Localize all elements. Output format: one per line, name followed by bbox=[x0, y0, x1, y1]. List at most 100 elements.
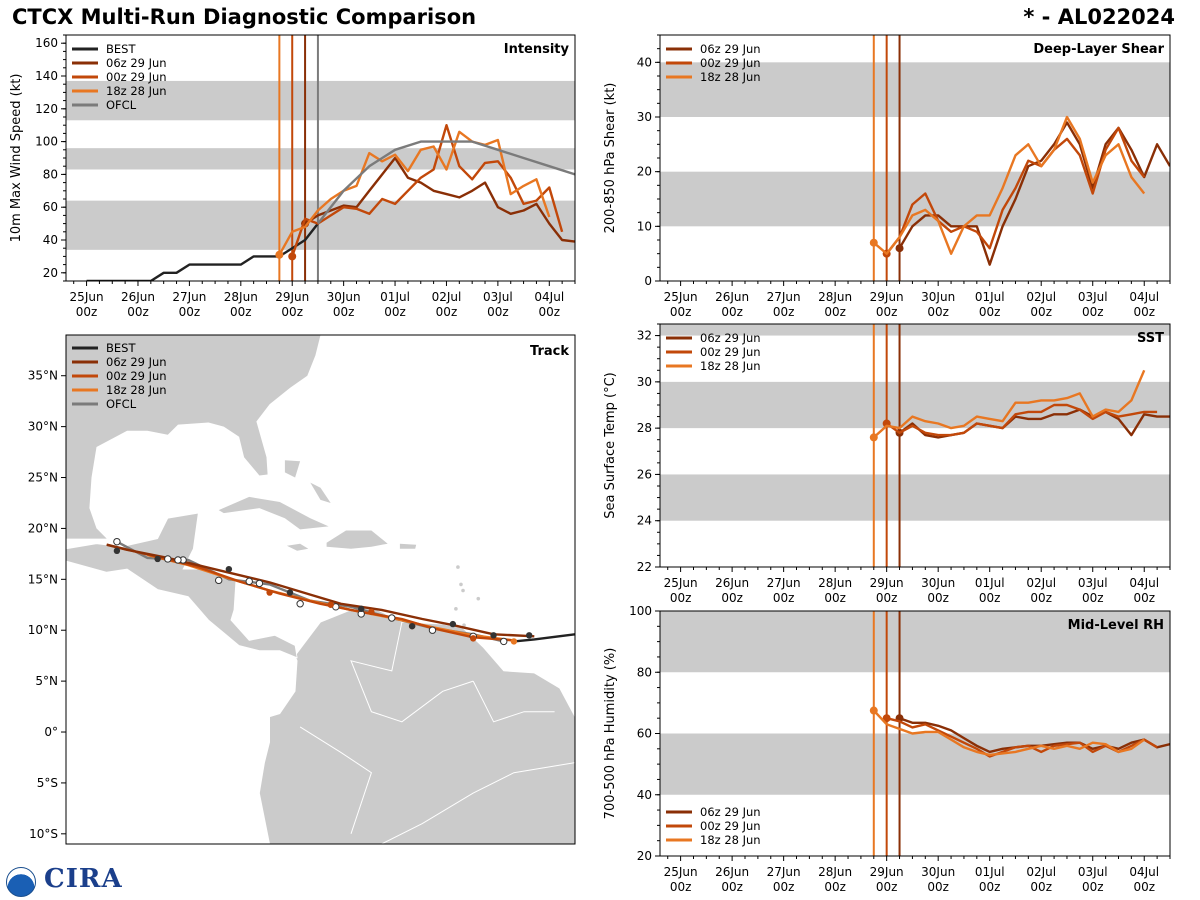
shear-ytick-label: 40 bbox=[637, 55, 652, 69]
mexico-landmass bbox=[66, 335, 107, 539]
sst-xtick-label-day: 04Jul bbox=[1129, 576, 1159, 590]
rh-start-point-00z-29-jun bbox=[882, 714, 891, 723]
intensity-panel: 2040608010012014016025Jun00z26Jun00z27Ju… bbox=[9, 34, 576, 319]
jamaica-island bbox=[286, 543, 309, 551]
lesser-antilles-island bbox=[462, 623, 466, 627]
sst-xtick-label-hour: 00z bbox=[721, 591, 743, 605]
intensity-ytick-label: 40 bbox=[43, 233, 58, 247]
track-legend-label-ofcl: OFCL bbox=[106, 397, 137, 411]
intensity-legend-label-06z-29-jun: 06z 29 Jun bbox=[106, 56, 167, 70]
shear-xtick-label-day: 01Jul bbox=[975, 290, 1005, 304]
north-america-landmass bbox=[66, 335, 321, 476]
track-ytick-label: 30°N bbox=[28, 420, 58, 434]
rh-ytick-label: 20 bbox=[637, 849, 652, 863]
intensity-threshold-band bbox=[66, 148, 575, 170]
shear-ytick-label: 10 bbox=[637, 219, 652, 233]
track-point-06z-29-jun bbox=[525, 632, 533, 639]
track-point-06z-29-jun bbox=[490, 632, 497, 639]
shear-ytick-label: 20 bbox=[637, 165, 652, 179]
sst-xtick-label-hour: 00z bbox=[670, 591, 692, 605]
shear-xtick-label-hour: 00z bbox=[773, 305, 795, 319]
sst-xtick-label-day: 02Jul bbox=[1026, 576, 1056, 590]
track-point-00z-29-jun bbox=[266, 589, 273, 596]
rh-xtick-label-day: 27Jun bbox=[767, 865, 801, 879]
rh-series-18z-28-jun bbox=[872, 709, 1145, 757]
sst-xtick-label-day: 01Jul bbox=[975, 576, 1005, 590]
track-point-ofcl bbox=[500, 637, 508, 646]
shear-xtick-label-day: 28Jun bbox=[818, 290, 852, 304]
track-point-ofcl bbox=[388, 614, 396, 622]
track-point-ofcl bbox=[255, 579, 264, 588]
shear-xtick-label-hour: 00z bbox=[1030, 305, 1052, 319]
sst-ytick-label: 30 bbox=[637, 375, 652, 389]
sst-xtick-label-hour: 00z bbox=[773, 591, 795, 605]
intensity-ytick-label: 60 bbox=[43, 200, 58, 214]
intensity-legend-label-00z-29-jun: 00z 29 Jun bbox=[106, 70, 167, 84]
sst-xtick-label-hour: 00z bbox=[824, 591, 846, 605]
rh-xtick-label-day: 25Jun bbox=[664, 865, 698, 879]
track-point-ofcl bbox=[164, 555, 172, 563]
shear-legend-label-06z-29-jun: 06z 29 Jun bbox=[700, 42, 761, 56]
intensity-xtick-label-hour: 00z bbox=[76, 305, 98, 319]
rh-xtick-label-hour: 00z bbox=[876, 880, 898, 894]
intensity-xtick-label-day: 30Jun bbox=[327, 290, 361, 304]
track-ytick-label: 35°N bbox=[28, 369, 58, 383]
intensity-xtick-label-hour: 00z bbox=[179, 305, 201, 319]
track-point-ofcl bbox=[215, 576, 223, 585]
country-border bbox=[381, 762, 575, 844]
lesser-antilles-island bbox=[459, 582, 463, 587]
track-legend-label-18z-28-jun: 18z 28 Jun bbox=[106, 383, 167, 397]
shear-xtick-label-day: 25Jun bbox=[664, 290, 698, 304]
track-point-06z-29-jun bbox=[113, 547, 121, 555]
lesser-antilles-island bbox=[456, 565, 460, 569]
intensity-series-group bbox=[86, 123, 575, 281]
shear-start-point-06z-29-jun bbox=[895, 244, 904, 253]
intensity-xtick-label-day: 25Jun bbox=[70, 290, 104, 304]
track-point-06z-29-jun bbox=[358, 605, 365, 613]
track-legend-label-00z-29-jun: 00z 29 Jun bbox=[106, 369, 167, 383]
rh-xtick-label-hour: 00z bbox=[1030, 880, 1052, 894]
shear-xtick-label-hour: 00z bbox=[1082, 305, 1104, 319]
intensity-series-ofcl bbox=[316, 140, 575, 225]
rh-xtick-label-day: 03Jul bbox=[1078, 865, 1108, 879]
sst-xtick-label-day: 03Jul bbox=[1078, 576, 1108, 590]
sst-ytick-label: 24 bbox=[637, 514, 652, 528]
shear-xtick-label-hour: 00z bbox=[1133, 305, 1155, 319]
sst-threshold-band bbox=[660, 381, 1170, 429]
intensity-panel-title: Intensity bbox=[504, 42, 570, 57]
shear-panel-title: Deep-Layer Shear bbox=[1033, 42, 1164, 57]
intensity-ytick-label: 100 bbox=[35, 135, 58, 149]
shear-xtick-label-hour: 00z bbox=[670, 305, 692, 319]
intensity-xtick-label-hour: 00z bbox=[127, 305, 149, 319]
sst-series-18z-28-jun bbox=[872, 369, 1146, 439]
rh-xtick-label-hour: 00z bbox=[670, 880, 692, 894]
rh-ylabel: 700-500 hPa Humidity (%) bbox=[603, 648, 618, 820]
rh-xtick-label-day: 28Jun bbox=[818, 865, 852, 879]
track-panel-title: Track bbox=[530, 344, 569, 359]
intensity-xtick-label-hour: 00z bbox=[436, 305, 458, 319]
rh-panel: 2040608010025Jun00z26Jun00z27Jun00z28Jun… bbox=[603, 604, 1171, 894]
south-america-landmass bbox=[258, 606, 575, 844]
track-ytick-label: 15°N bbox=[28, 572, 58, 586]
lesser-antilles-island bbox=[476, 596, 481, 601]
track-ytick-label: 25°N bbox=[28, 471, 58, 485]
track-point-06z-29-jun bbox=[449, 620, 457, 628]
sst-plot-frame bbox=[659, 323, 1171, 568]
sst-xtick-label-hour: 00z bbox=[927, 591, 949, 605]
noaa-logo-icon bbox=[6, 867, 36, 897]
sst-xtick-label-hour: 00z bbox=[876, 591, 898, 605]
track-ytick-label: 5°S bbox=[37, 776, 58, 790]
shear-ytick-label: 30 bbox=[637, 110, 652, 124]
sst-ytick-label: 32 bbox=[637, 329, 652, 343]
shear-xtick-label-day: 27Jun bbox=[767, 290, 801, 304]
intensity-xtick-label-hour: 00z bbox=[230, 305, 252, 319]
intensity-xtick-label-day: 27Jun bbox=[172, 290, 206, 304]
rh-xtick-label-day: 01Jul bbox=[975, 865, 1005, 879]
sst-xtick-label-day: 29Jun bbox=[870, 576, 904, 590]
lesser-antilles-island bbox=[454, 607, 458, 611]
track-map-layer bbox=[66, 335, 575, 844]
intensity-xtick-label-day: 26Jun bbox=[121, 290, 155, 304]
track-legend-label-best: BEST bbox=[106, 341, 136, 355]
intensity-start-point-00z-29-jun bbox=[288, 252, 297, 261]
track-ytick-label: 10°S bbox=[29, 827, 58, 841]
